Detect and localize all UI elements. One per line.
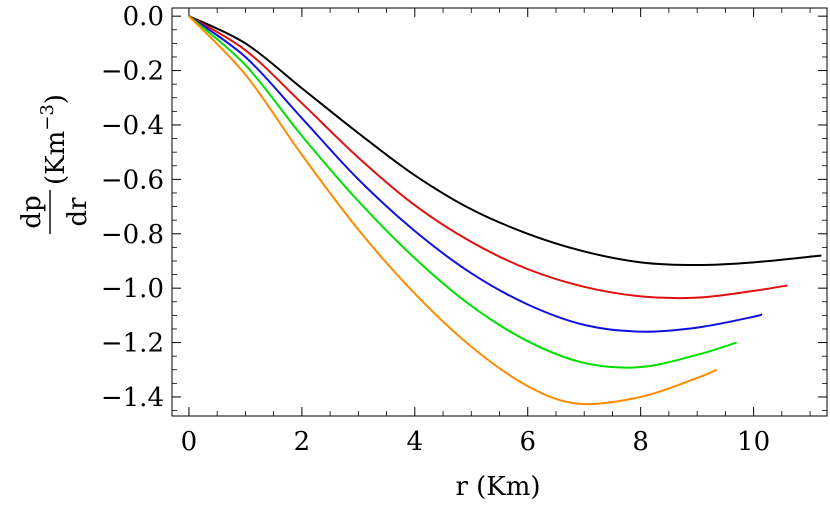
y-tick-label: −0.6	[101, 165, 164, 195]
x-tick-label: 0	[181, 427, 198, 457]
x-tick-label: 8	[632, 427, 649, 457]
y-tick-label: −1.2	[101, 329, 164, 359]
x-tick-label: 2	[294, 427, 311, 457]
y-tick-label: −0.8	[101, 220, 164, 250]
y-axis-label-unit-base: (Km	[41, 131, 71, 185]
y-tick-label: −1.0	[101, 274, 164, 304]
series-line-2	[188, 15, 788, 300]
plot-frame	[171, 7, 828, 417]
x-tick-label: 4	[407, 427, 424, 457]
y-axis-label: dp dr (Km−3)	[17, 94, 93, 234]
y-tick-label: −1.4	[101, 383, 164, 413]
x-tick-label: 6	[519, 427, 536, 457]
x-tick-label: 10	[737, 427, 770, 457]
x-axis-label: r (Km)	[455, 472, 540, 502]
y-tick-label: −0.2	[101, 57, 164, 87]
series-line-5	[188, 15, 718, 406]
y-axis-label-unit: (Km−3)	[37, 94, 71, 185]
series-line-4	[188, 15, 737, 369]
y-tick-label: −0.4	[101, 111, 164, 141]
y-axis-ticks: 0.0 −0.2 −0.4 −0.6 −0.8 −1.0 −1.2 −1.4	[101, 2, 827, 413]
y-axis-label-numerator: dp	[17, 195, 47, 228]
series-line-1	[188, 15, 822, 267]
y-axis-label-unit-close: )	[41, 94, 71, 104]
y-tick-label: 0.0	[123, 2, 164, 32]
x-axis-ticks: 0 2 4 6 8 10	[181, 8, 811, 457]
y-axis-label-unit-exp: −3	[37, 104, 58, 131]
y-axis-label-denominator: dr	[63, 197, 93, 227]
series-line-3	[188, 15, 763, 333]
series-layer	[188, 15, 822, 406]
